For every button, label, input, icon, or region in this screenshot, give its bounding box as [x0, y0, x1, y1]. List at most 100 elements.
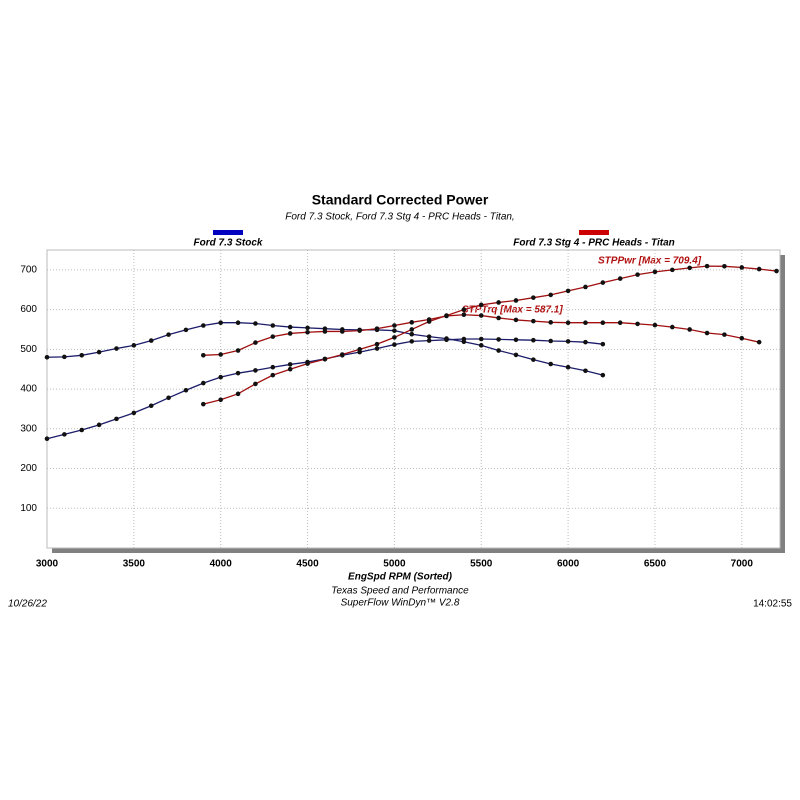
data-point: [148, 338, 154, 343]
data-point: [305, 325, 310, 331]
data-point: [496, 315, 501, 321]
data-point: [357, 347, 362, 352]
data-point: [287, 362, 293, 367]
data-point: [270, 372, 276, 378]
data-point: [114, 346, 119, 351]
data-point: [166, 395, 171, 401]
data-point: [687, 327, 692, 332]
data-point: [287, 366, 293, 372]
data-point: [583, 284, 588, 290]
x-tick-label: 3000: [36, 559, 59, 570]
data-point: [565, 288, 571, 294]
data-point: [426, 338, 432, 343]
data-point: [305, 361, 310, 366]
plot-area: [46, 249, 781, 549]
data-point: [617, 276, 623, 281]
data-point: [444, 336, 449, 341]
data-point: [548, 361, 554, 367]
legend-label: Ford 7.3 Stock: [194, 238, 263, 249]
y-tick-label: 700: [20, 265, 37, 276]
data-point: [96, 349, 102, 355]
data-point: [513, 317, 519, 323]
time: 14:02:55: [753, 599, 792, 610]
data-point: [339, 352, 345, 357]
data-point: [44, 436, 50, 442]
data-point: [635, 321, 640, 327]
data-point: [44, 354, 50, 360]
footer-line: Texas Speed and Performance: [331, 586, 469, 597]
data-point: [531, 357, 536, 362]
x-tick-label: 5500: [470, 559, 493, 570]
data-point: [756, 266, 762, 272]
data-point: [531, 337, 536, 343]
data-point: [218, 374, 223, 380]
data-point: [392, 328, 397, 333]
data-point: [635, 272, 640, 277]
data-point: [322, 329, 328, 334]
data-point: [426, 317, 432, 322]
data-point: [131, 410, 137, 416]
data-point: [270, 323, 276, 328]
x-tick-label: 6000: [557, 559, 580, 570]
data-point: [357, 328, 362, 333]
data-point: [201, 401, 206, 407]
data-point: [565, 320, 571, 326]
x-tick-label: 3500: [123, 559, 146, 570]
data-point: [652, 269, 658, 275]
y-tick-label: 300: [20, 423, 37, 434]
data-point: [687, 265, 692, 271]
data-point: [166, 332, 171, 337]
data-point: [409, 331, 415, 337]
data-point: [670, 324, 675, 330]
data-point: [79, 352, 85, 358]
data-point: [201, 352, 206, 358]
chart-subtitle: Ford 7.3 Stock, Ford 7.3 Stg 4 - PRC Hea…: [285, 212, 514, 223]
data-point: [374, 326, 380, 331]
date: 10/26/22: [8, 599, 47, 610]
data-point: [496, 300, 501, 305]
data-point: [617, 320, 623, 326]
data-point: [392, 323, 397, 328]
data-point: [461, 339, 467, 345]
data-point: [756, 339, 762, 345]
y-tick-label: 600: [20, 304, 37, 315]
data-point: [270, 334, 276, 339]
data-point: [374, 346, 380, 351]
data-point: [305, 329, 310, 335]
data-point: [704, 263, 710, 269]
data-point: [565, 364, 571, 370]
data-point: [287, 331, 293, 336]
y-tick-label: 500: [20, 344, 37, 355]
data-point: [531, 318, 536, 324]
data-point: [201, 380, 206, 386]
data-point: [600, 372, 606, 378]
data-point: [548, 320, 554, 325]
data-point: [600, 280, 606, 285]
data-point: [722, 332, 727, 337]
data-point: [218, 320, 223, 326]
data-point: [704, 330, 710, 336]
data-point: [409, 327, 415, 332]
data-point: [478, 343, 484, 348]
data-point: [513, 352, 519, 358]
data-point: [409, 320, 415, 325]
data-point: [739, 335, 745, 341]
data-point: [270, 364, 276, 370]
data-point: [722, 263, 727, 269]
data-point: [322, 356, 328, 362]
data-point: [218, 397, 223, 403]
data-point: [513, 337, 519, 343]
data-point: [235, 370, 241, 376]
y-tick-label: 200: [20, 463, 37, 474]
data-point: [600, 341, 606, 347]
x-axis-label: EngSpd RPM (Sorted): [348, 572, 453, 583]
data-point: [478, 313, 484, 318]
legend-swatch: [579, 230, 609, 235]
data-point: [218, 352, 223, 357]
series-line: [203, 265, 777, 405]
data-point: [548, 292, 554, 298]
data-point: [583, 320, 588, 326]
data-point: [253, 321, 258, 326]
data-point: [774, 268, 779, 274]
data-point: [183, 387, 189, 393]
